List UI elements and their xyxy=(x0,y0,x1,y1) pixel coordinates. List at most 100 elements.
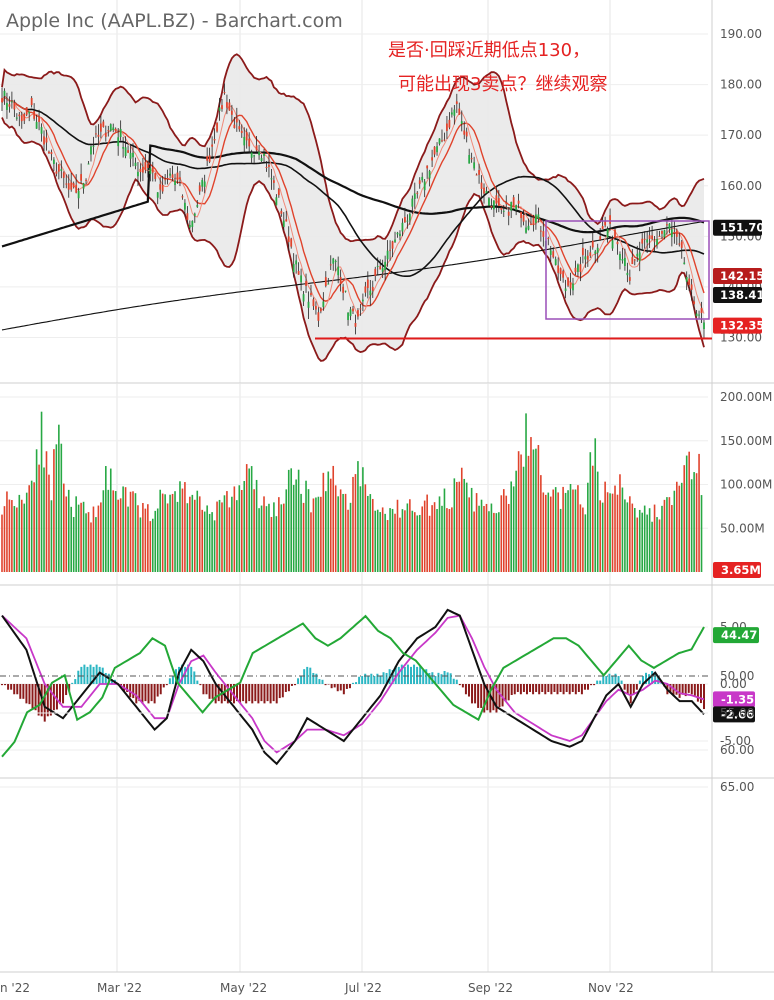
candle-body xyxy=(295,260,298,265)
candle-body xyxy=(327,283,330,285)
volume-bar xyxy=(112,490,115,572)
candle-body xyxy=(408,213,411,221)
candle-body xyxy=(478,169,480,175)
candle-body xyxy=(80,174,82,181)
candle-body xyxy=(586,255,589,260)
candle-body xyxy=(317,312,320,321)
candle-body xyxy=(688,278,691,286)
volume-bar xyxy=(92,506,95,572)
macd-histogram-bar xyxy=(165,684,168,686)
volume-bar xyxy=(87,512,90,572)
candle-body xyxy=(413,193,416,199)
candle-body xyxy=(122,146,125,149)
macd-histogram-bar xyxy=(193,671,196,684)
candle-body xyxy=(426,165,429,169)
candle-body xyxy=(307,301,310,308)
candle-body xyxy=(473,162,476,169)
volume-bar xyxy=(117,499,119,572)
candle-body xyxy=(554,259,557,266)
macd-histogram-bar xyxy=(217,684,220,702)
volume-bar xyxy=(421,506,424,572)
candle-body xyxy=(134,162,137,166)
candle-body xyxy=(302,294,305,302)
volume-bar xyxy=(394,513,396,572)
macd-histogram-bar xyxy=(4,684,7,686)
candle-body xyxy=(184,202,186,210)
macd-histogram-bar xyxy=(422,669,425,684)
candle-body xyxy=(129,152,132,159)
chart-title: Apple Inc (AAPL.BZ) - Barchart.com xyxy=(6,10,343,32)
x-axis-label: Sep '22 xyxy=(468,981,513,995)
macd-histogram-bar xyxy=(239,684,242,704)
volume-bar xyxy=(480,499,483,572)
candle-body xyxy=(542,231,545,237)
volume-bar xyxy=(475,493,478,572)
candle-body xyxy=(369,290,372,296)
candle-body xyxy=(557,265,560,273)
macd-histogram-bar xyxy=(214,684,217,704)
candle-body xyxy=(606,229,609,238)
volume-bar xyxy=(55,444,58,572)
candle-body xyxy=(443,139,446,141)
candle-body xyxy=(8,104,11,107)
macd-histogram-bar xyxy=(446,672,449,684)
candle-body xyxy=(319,308,322,312)
volume-bar xyxy=(614,485,616,572)
macd-histogram-bar xyxy=(529,684,532,692)
rsi-badge-text: 44.47 xyxy=(721,628,757,642)
volume-bar xyxy=(364,484,367,572)
candle-body xyxy=(455,101,458,104)
macd-histogram-bar xyxy=(608,673,611,684)
volume-bar xyxy=(693,472,695,572)
volume-bar xyxy=(344,493,347,572)
volume-bar xyxy=(404,510,406,572)
candle-body xyxy=(581,247,584,256)
macd-histogram-bar xyxy=(510,684,513,696)
volume-bar xyxy=(386,520,389,572)
volume-bar xyxy=(181,488,184,572)
macd-histogram-bar xyxy=(236,684,239,702)
rsi-tick-label: 55.00 xyxy=(720,706,754,720)
candle-body xyxy=(139,168,142,173)
macd-histogram-bar xyxy=(150,684,153,702)
candle-body xyxy=(450,112,453,115)
volume-bar xyxy=(685,455,688,572)
volume-bar xyxy=(629,496,631,572)
volume-bar xyxy=(688,451,690,572)
volume-bar xyxy=(236,500,238,572)
macd-histogram-bar xyxy=(260,684,263,702)
candle-body xyxy=(198,185,201,192)
candle-body xyxy=(502,210,505,212)
volume-bar xyxy=(498,512,500,572)
macd-histogram-bar xyxy=(623,684,626,690)
candle-body xyxy=(673,232,676,234)
macd-histogram-bar xyxy=(403,666,406,684)
candle-body xyxy=(579,264,582,272)
volume-bar xyxy=(119,498,122,572)
candle-body xyxy=(312,299,315,307)
macd-histogram-bar xyxy=(437,672,440,684)
macd-histogram-bar xyxy=(626,684,629,695)
candle-body xyxy=(171,174,174,178)
macd-histogram-bar xyxy=(251,684,254,704)
volume-bar xyxy=(468,497,470,572)
volume-bar xyxy=(265,506,268,572)
volume-bar xyxy=(189,496,191,572)
candle-body xyxy=(38,116,40,122)
volume-bar xyxy=(149,521,152,572)
volume-bar xyxy=(500,495,503,572)
macd-histogram-bar xyxy=(10,684,13,690)
macd-histogram-bar xyxy=(16,684,19,695)
candle-body xyxy=(258,151,260,156)
macd-histogram-bar xyxy=(126,684,129,692)
volume-bar xyxy=(537,445,540,572)
volume-bar xyxy=(567,490,569,572)
volume-bar xyxy=(609,493,611,572)
macd-histogram-bar xyxy=(538,684,541,695)
volume-bar xyxy=(287,469,290,572)
candle-body xyxy=(354,322,357,327)
candle-body xyxy=(72,183,75,188)
volume-bar xyxy=(502,489,505,572)
candle-body xyxy=(95,133,97,135)
volume-bar xyxy=(515,470,517,572)
